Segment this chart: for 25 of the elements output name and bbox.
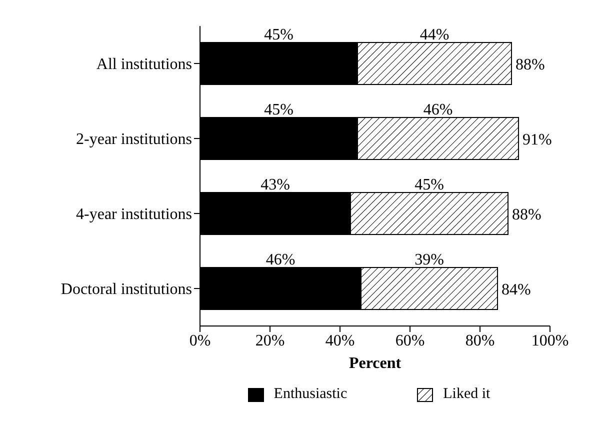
data-label: 45% [414,176,444,194]
x-tick-label: 0% [189,332,211,350]
x-axis-title: Percent [348,355,402,372]
data-label: 39% [414,252,444,268]
data-label: 45% [264,102,294,118]
x-tick-label: 80% [465,332,495,350]
x-tick-label: 60% [395,332,425,350]
x-tick-label: 20% [255,332,285,350]
legend-label: Liked it [442,386,490,403]
data-label: 43% [260,176,290,194]
data-label: 45% [264,26,294,44]
data-label: 44% [420,26,450,44]
x-tick-label: 100% [531,332,569,350]
y-tick-label: All institutions [96,56,192,74]
total-label: 88% [512,206,542,224]
legend-label: Enthusiastic [272,386,348,403]
total-label: 91% [522,132,552,148]
y-tick-label: Doctoral institutions [60,281,192,298]
x-tick-label: 40% [325,332,355,350]
data-label: 46% [266,252,296,268]
y-tick-label: 4-year institutions [76,206,192,224]
total-label: 84% [502,282,531,298]
total-label: 88% [516,56,545,74]
data-label: 46% [423,102,453,118]
y-tick-label: 2-year institutions [76,131,192,148]
